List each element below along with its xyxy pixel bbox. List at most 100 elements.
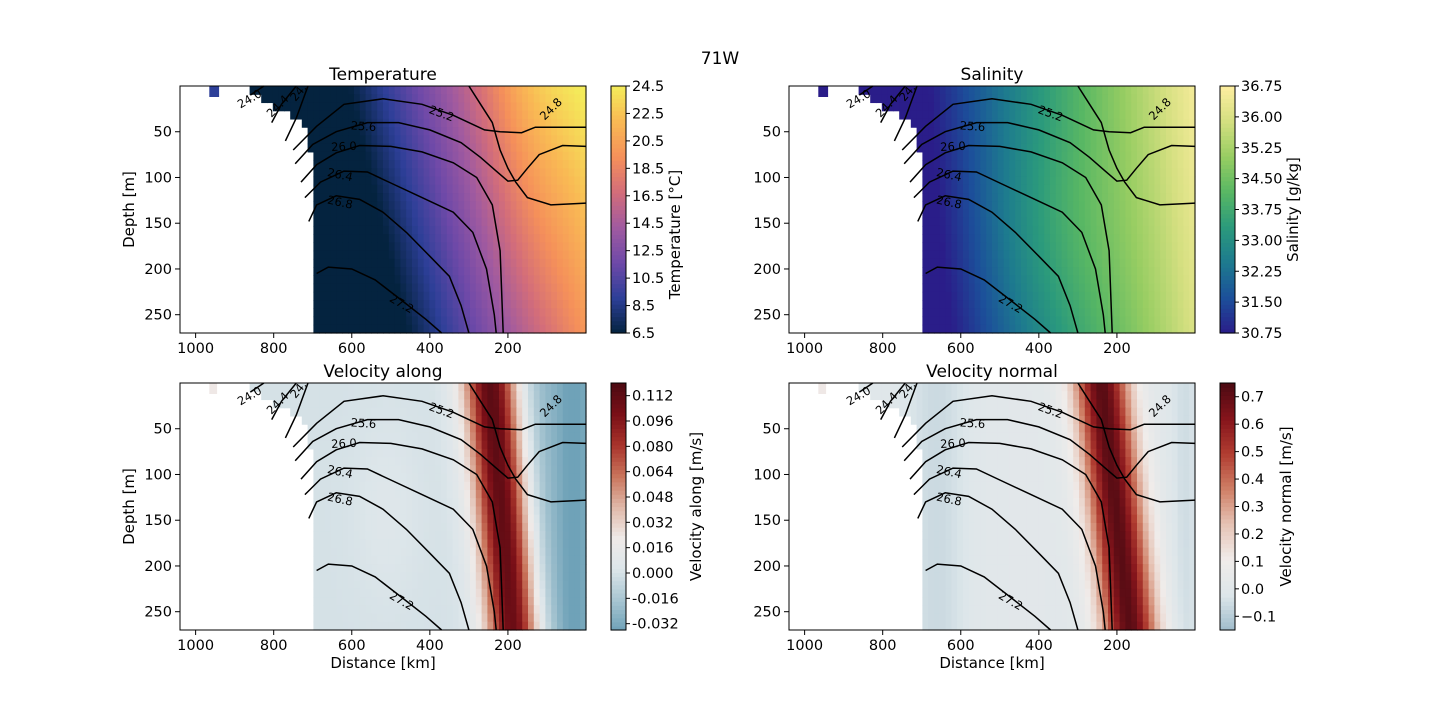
heatmap-cell — [1108, 407, 1115, 417]
heatmap-cell — [562, 143, 570, 153]
heatmap-cell — [412, 415, 419, 425]
heatmap-cell — [412, 605, 419, 615]
heatmap-cell — [388, 588, 396, 598]
heatmap-cell — [441, 424, 448, 433]
heatmap-cell — [406, 308, 413, 318]
heatmap-cell — [1061, 143, 1068, 153]
colorbar-swatch — [611, 617, 626, 623]
heatmap-cell — [533, 324, 541, 334]
heatmap-cell — [1171, 184, 1179, 194]
heatmap-cell — [1137, 102, 1144, 112]
heatmap-cell — [394, 490, 401, 499]
heatmap-cell — [980, 201, 987, 211]
heatmap-cell — [1189, 300, 1196, 309]
heatmap-cell — [934, 110, 941, 120]
heatmap-cell — [504, 572, 512, 582]
heatmap-cell — [980, 217, 987, 227]
heatmap-cell — [441, 490, 448, 499]
heatmap-cell — [475, 383, 483, 392]
heatmap-cell — [1154, 250, 1161, 260]
heatmap-cell — [1102, 283, 1109, 293]
contour-label: 26.8 — [326, 193, 354, 212]
heatmap-cell — [528, 168, 535, 178]
colorbar-swatch — [611, 328, 626, 334]
heatmap-cell — [377, 613, 384, 623]
heatmap-cell — [545, 291, 552, 301]
heatmap-cell — [1003, 201, 1010, 211]
heatmap-cell — [371, 457, 378, 466]
heatmap-cell — [922, 143, 929, 153]
heatmap-cell — [406, 522, 413, 532]
heatmap-cell — [470, 514, 477, 524]
heatmap-cell — [568, 168, 575, 178]
heatmap-cell — [330, 432, 338, 442]
heatmap-cell — [1137, 275, 1144, 285]
heatmap-cell — [533, 564, 541, 573]
heatmap-cell — [1177, 193, 1184, 202]
heatmap-cell — [1166, 176, 1173, 186]
heatmap-cell — [423, 160, 430, 169]
heatmap-cell — [487, 547, 494, 557]
heatmap-cell — [365, 201, 372, 211]
heatmap-cell — [1003, 399, 1010, 409]
heatmap-cell — [504, 86, 512, 95]
heatmap-cell — [412, 613, 419, 623]
heatmap-cell — [1119, 135, 1126, 145]
heatmap-cell — [435, 522, 442, 532]
heatmap-cell — [533, 399, 541, 409]
heatmap-cell — [359, 209, 367, 219]
heatmap-cell — [423, 217, 430, 227]
heatmap-cell — [493, 275, 500, 285]
heatmap-cell — [1032, 225, 1039, 235]
heatmap-cell — [1015, 209, 1022, 219]
heatmap-cell — [1032, 110, 1039, 120]
heatmap-cell — [325, 258, 332, 268]
heatmap-cell — [1003, 176, 1010, 186]
heatmap-cell — [1113, 201, 1121, 211]
heatmap-cell — [1026, 250, 1034, 260]
heatmap-cell — [348, 176, 355, 186]
heatmap-cell — [423, 391, 430, 401]
heatmap-cell — [446, 564, 454, 573]
heatmap-cell — [1108, 110, 1115, 120]
heatmap-cell — [557, 547, 564, 557]
heatmap-cell — [522, 621, 529, 631]
heatmap-cell — [539, 283, 546, 293]
heatmap-cell — [562, 242, 570, 252]
heatmap-cell — [1009, 242, 1016, 252]
colorbar: 6.58.510.512.514.516.518.520.522.524.5Te… — [610, 79, 684, 342]
heatmap-cell — [922, 383, 929, 392]
heatmap-cell — [429, 605, 436, 615]
heatmap-cell — [1084, 258, 1092, 268]
heatmap-cell — [1009, 160, 1016, 169]
heatmap-cell — [934, 160, 941, 169]
heatmap-cell — [545, 160, 552, 169]
heatmap-cell — [545, 176, 552, 186]
heatmap-cell — [528, 324, 535, 334]
heatmap-cell — [313, 588, 320, 598]
heatmap-cell — [1073, 201, 1080, 211]
heatmap-cell — [974, 300, 981, 309]
heatmap-cell — [406, 94, 413, 104]
heatmap-cell — [354, 424, 361, 433]
heatmap-cell — [539, 481, 546, 491]
heatmap-cell — [1142, 102, 1150, 112]
heatmap-cell — [377, 176, 384, 186]
heatmap-cell — [446, 217, 454, 227]
heatmap-cell — [354, 613, 361, 623]
heatmap-cell — [330, 473, 338, 483]
heatmap-cell — [963, 86, 970, 95]
heatmap-cell — [330, 267, 338, 276]
heatmap-cell — [516, 621, 523, 631]
heatmap-cell — [481, 514, 488, 524]
heatmap-cell — [441, 415, 448, 425]
contour-label: 26.4 — [935, 165, 963, 184]
heatmap-cell — [446, 258, 454, 268]
colorbar-swatch — [611, 300, 626, 305]
heatmap-cell — [533, 135, 541, 145]
heatmap-cell — [406, 209, 413, 219]
heatmap-cell — [934, 267, 941, 276]
heatmap-cell — [307, 383, 314, 392]
heatmap-cell — [446, 308, 454, 318]
heatmap-cell — [1189, 383, 1196, 392]
